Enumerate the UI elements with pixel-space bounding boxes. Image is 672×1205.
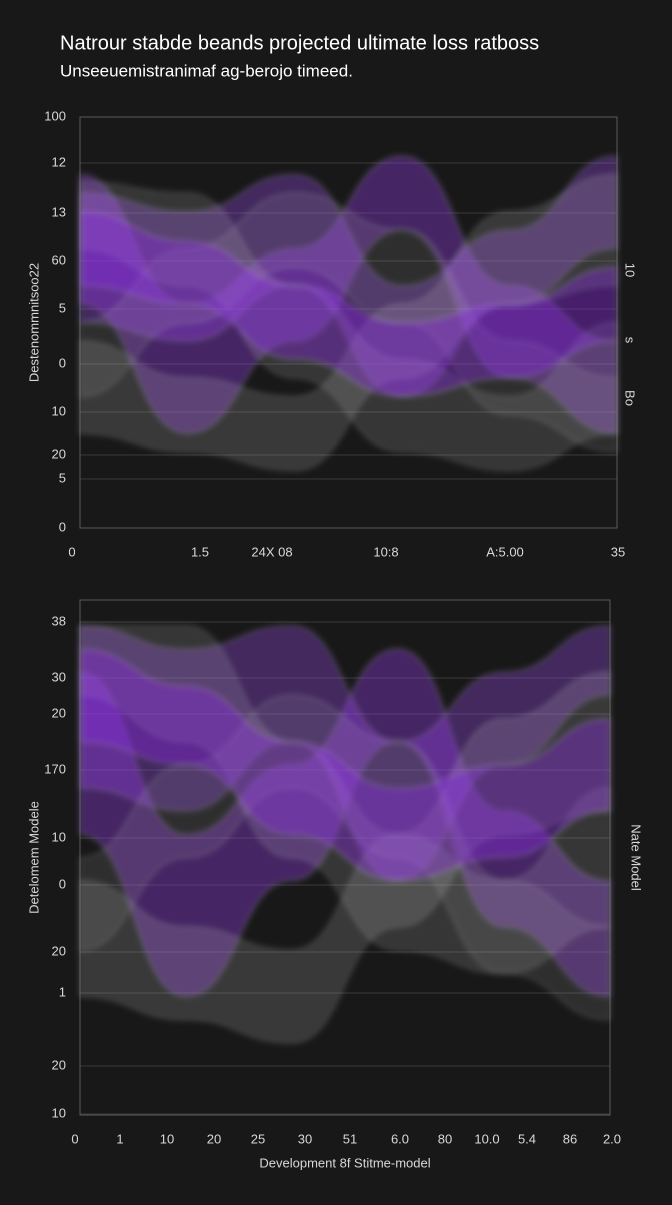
y-tick-label: 10 bbox=[52, 1105, 66, 1120]
x-tick-label: 24X 08 bbox=[251, 544, 292, 559]
y-tick-label: 20 bbox=[52, 705, 66, 720]
x-tick-label: 86 bbox=[563, 1131, 577, 1146]
chart-title: Natrour stabde beands projected ultimate… bbox=[60, 32, 539, 54]
x-tick-label: 2.0 bbox=[603, 1131, 621, 1146]
y2-tick-label: s bbox=[623, 337, 638, 344]
y-tick-label: 12 bbox=[52, 154, 66, 169]
panel-top: 100 12 13 60 5 0 10 20 5 0 10 s Bo 0 1.5 24X 08 10:8 A:5.… bbox=[26, 108, 637, 559]
y-tick-label: 1 bbox=[59, 984, 66, 999]
y-tick-label: 20 bbox=[52, 1057, 66, 1072]
y2-axis-label: Nate Model bbox=[629, 824, 644, 891]
y-tick-label: 30 bbox=[52, 669, 66, 684]
x-tick-label: 10.0 bbox=[474, 1131, 499, 1146]
bands bbox=[79, 625, 611, 1044]
y-tick-label: 100 bbox=[44, 108, 66, 123]
x-tick-label: 20 bbox=[207, 1131, 221, 1146]
panel-bottom: 38 30 20 170 10 0 20 1 20 10 0 1 10 20 25 30 51 6.0 80 10.0… bbox=[26, 599, 644, 1170]
y-tick-label: 20 bbox=[52, 943, 66, 958]
y-tick-label: 5 bbox=[59, 300, 66, 315]
band bbox=[79, 174, 618, 471]
y-tick-label: 10 bbox=[52, 829, 66, 844]
x-tick-label: 10 bbox=[160, 1131, 174, 1146]
band bbox=[79, 671, 611, 1044]
x-tick-label: 51 bbox=[343, 1131, 357, 1146]
x-tick-label: 10:8 bbox=[373, 544, 398, 559]
x-tick-label: 5.4 bbox=[518, 1131, 536, 1146]
x-tick-label: 0 bbox=[71, 1131, 78, 1146]
y-tick-label: 38 bbox=[52, 613, 66, 628]
x-tick-label: 1 bbox=[116, 1131, 123, 1146]
y-axis-label: Destenommnitsoo22 bbox=[26, 263, 41, 382]
y-tick-label: 20 bbox=[52, 446, 66, 461]
y-tick-label: 0 bbox=[59, 876, 66, 891]
y2-tick-label: Bo bbox=[623, 390, 638, 406]
bands bbox=[79, 155, 618, 471]
x-tick-label: 0 bbox=[68, 544, 75, 559]
y-tick-label: 10 bbox=[52, 403, 66, 418]
x-tick-label: 1.5 bbox=[191, 544, 209, 559]
x-tick-label: 30 bbox=[298, 1131, 312, 1146]
band bbox=[79, 211, 618, 397]
x-tick-label: 6.0 bbox=[391, 1131, 409, 1146]
y-tick-label: 0 bbox=[59, 355, 66, 370]
chart-subtitle: Unseeuemistranimaf ag-berojo timeed. bbox=[60, 61, 353, 80]
x-axis-label: Development 8f Stitme-model bbox=[259, 1155, 430, 1170]
y-axis-label: Detelomem Modele bbox=[26, 801, 41, 914]
x-tick-label: 80 bbox=[438, 1131, 452, 1146]
y2-tick-label: 10 bbox=[623, 263, 638, 277]
y-tick-label: 60 bbox=[52, 252, 66, 267]
y-tick-label: 5 bbox=[59, 470, 66, 485]
band bbox=[79, 648, 611, 882]
x-tick-label: 35 bbox=[611, 544, 625, 559]
y-tick-label: 170 bbox=[44, 761, 66, 776]
x-tick-label: A:5.00 bbox=[486, 544, 524, 559]
y-tick-label: 0 bbox=[59, 519, 66, 534]
x-tick-label: 25 bbox=[251, 1131, 265, 1146]
y-tick-label: 13 bbox=[52, 204, 66, 219]
